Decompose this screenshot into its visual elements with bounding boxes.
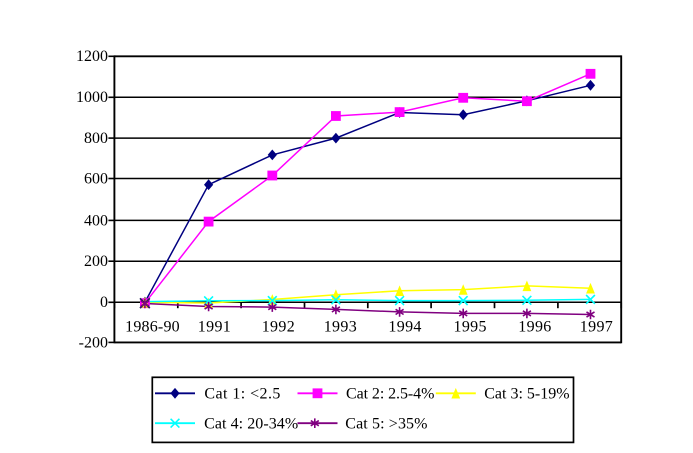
svg-text:1992: 1992 — [262, 319, 295, 336]
svg-text:Cat 1: <2.5: Cat 1: <2.5 — [204, 385, 280, 402]
svg-text:Cat 5: >35%: Cat 5: >35% — [345, 415, 427, 432]
svg-text:1994: 1994 — [388, 319, 421, 336]
svg-text:1991: 1991 — [198, 319, 231, 336]
svg-text:1200: 1200 — [76, 48, 108, 65]
svg-text:1995: 1995 — [454, 319, 487, 336]
svg-text:1993: 1993 — [324, 319, 357, 336]
svg-text:1986-90: 1986-90 — [125, 319, 180, 336]
svg-text:1996: 1996 — [518, 319, 551, 336]
svg-text:1000: 1000 — [76, 89, 108, 106]
svg-text:Cat 3: 5-19%: Cat 3: 5-19% — [484, 385, 569, 402]
svg-text:Cat 4: 20-34%: Cat 4: 20-34% — [204, 415, 298, 432]
svg-text:-200: -200 — [79, 334, 108, 351]
svg-text:200: 200 — [84, 253, 108, 270]
svg-text:600: 600 — [84, 170, 108, 187]
svg-text:400: 400 — [84, 212, 108, 229]
svg-text:0: 0 — [100, 294, 108, 311]
svg-text:800: 800 — [84, 130, 108, 147]
svg-text:Cat 2: 2.5-4%: Cat 2: 2.5-4% — [346, 385, 434, 402]
svg-text:1997: 1997 — [580, 319, 613, 336]
